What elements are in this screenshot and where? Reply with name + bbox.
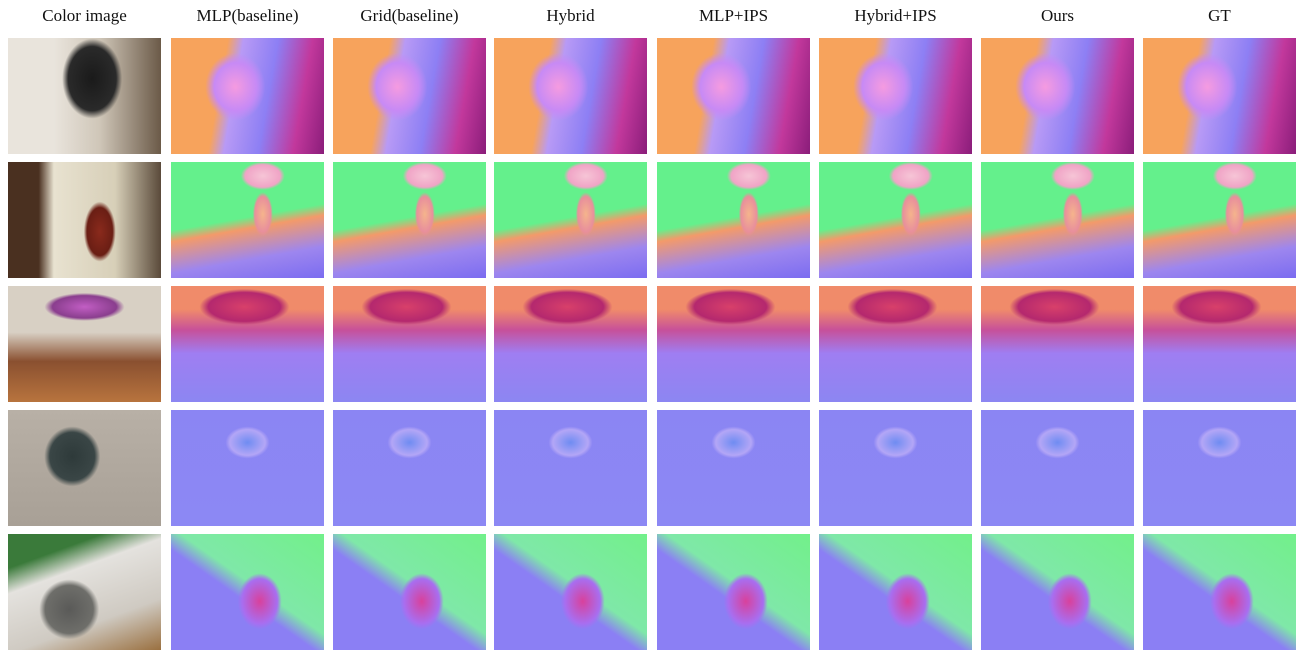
normal-map [333, 410, 486, 526]
column-header: MLP(baseline) [171, 6, 324, 26]
normal-map [333, 534, 486, 650]
normal-map [171, 410, 324, 526]
normal-map [981, 410, 1134, 526]
normal-map [1143, 38, 1296, 154]
normal-map [333, 286, 486, 402]
normal-map [657, 38, 810, 154]
normal-map [1143, 534, 1296, 650]
column-header: Color image [8, 6, 161, 26]
column-header: Hybrid [494, 6, 647, 26]
normal-map [494, 410, 647, 526]
normal-map [1143, 410, 1296, 526]
normal-map [494, 38, 647, 154]
color-image [8, 410, 161, 526]
column-header: Ours [981, 6, 1134, 26]
normal-map [819, 410, 972, 526]
normal-map [1143, 286, 1296, 402]
color-image [8, 534, 161, 650]
normal-map [171, 286, 324, 402]
column-header: Hybrid+IPS [819, 6, 972, 26]
normal-map [494, 162, 647, 278]
normal-map [819, 286, 972, 402]
normal-map [494, 286, 647, 402]
normal-map [981, 286, 1134, 402]
normal-map [981, 162, 1134, 278]
normal-map [333, 162, 486, 278]
color-image [8, 38, 161, 154]
normal-map [1143, 162, 1296, 278]
column-header: Grid(baseline) [333, 6, 486, 26]
normal-map [171, 534, 324, 650]
normal-map [171, 162, 324, 278]
normal-map [819, 38, 972, 154]
figure: Color image MLP(baseline) Grid(baseline) Hy… [0, 0, 1296, 651]
normal-map [333, 38, 486, 154]
normal-map [657, 286, 810, 402]
normal-map [494, 534, 647, 650]
normal-map [981, 534, 1134, 650]
color-image [8, 162, 161, 278]
color-image [8, 286, 161, 402]
normal-map [981, 38, 1134, 154]
column-header: MLP+IPS [657, 6, 810, 26]
normal-map [657, 162, 810, 278]
normal-map [171, 38, 324, 154]
normal-map [819, 534, 972, 650]
normal-map [819, 162, 972, 278]
normal-map [657, 534, 810, 650]
normal-map [657, 410, 810, 526]
column-header: GT [1143, 6, 1296, 26]
